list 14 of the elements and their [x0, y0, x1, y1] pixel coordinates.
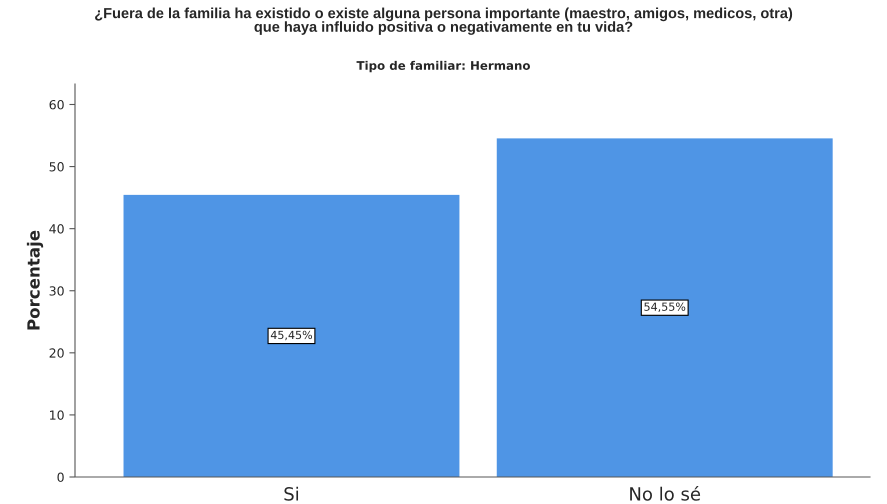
x-tick-label: No lo sé	[630, 486, 700, 501]
y-axis-title: Porcentaje	[26, 230, 44, 330]
data-label: 45,45%	[270, 330, 312, 340]
x-tick-label: Si	[284, 486, 298, 501]
chart-title: ¿Fuera de la familia ha existido o existe alguna persona importante (maestro, amigos, medicos, otra) que haya influido positiva o negativamente en tu vida?	[95, 8, 792, 35]
y-tick-label: 40	[49, 224, 64, 234]
y-tick-label: 60	[50, 100, 64, 110]
y-tick-label: 10	[50, 410, 64, 420]
y-tick-label: 30	[50, 286, 64, 296]
data-label: 54,55%	[644, 302, 686, 312]
y-tick-label: 0	[57, 472, 64, 482]
y-tick-label: 50	[50, 162, 64, 172]
y-tick-label: 20	[50, 348, 64, 358]
chart-subtitle: Tipo de familiar: Hermano	[356, 60, 530, 72]
